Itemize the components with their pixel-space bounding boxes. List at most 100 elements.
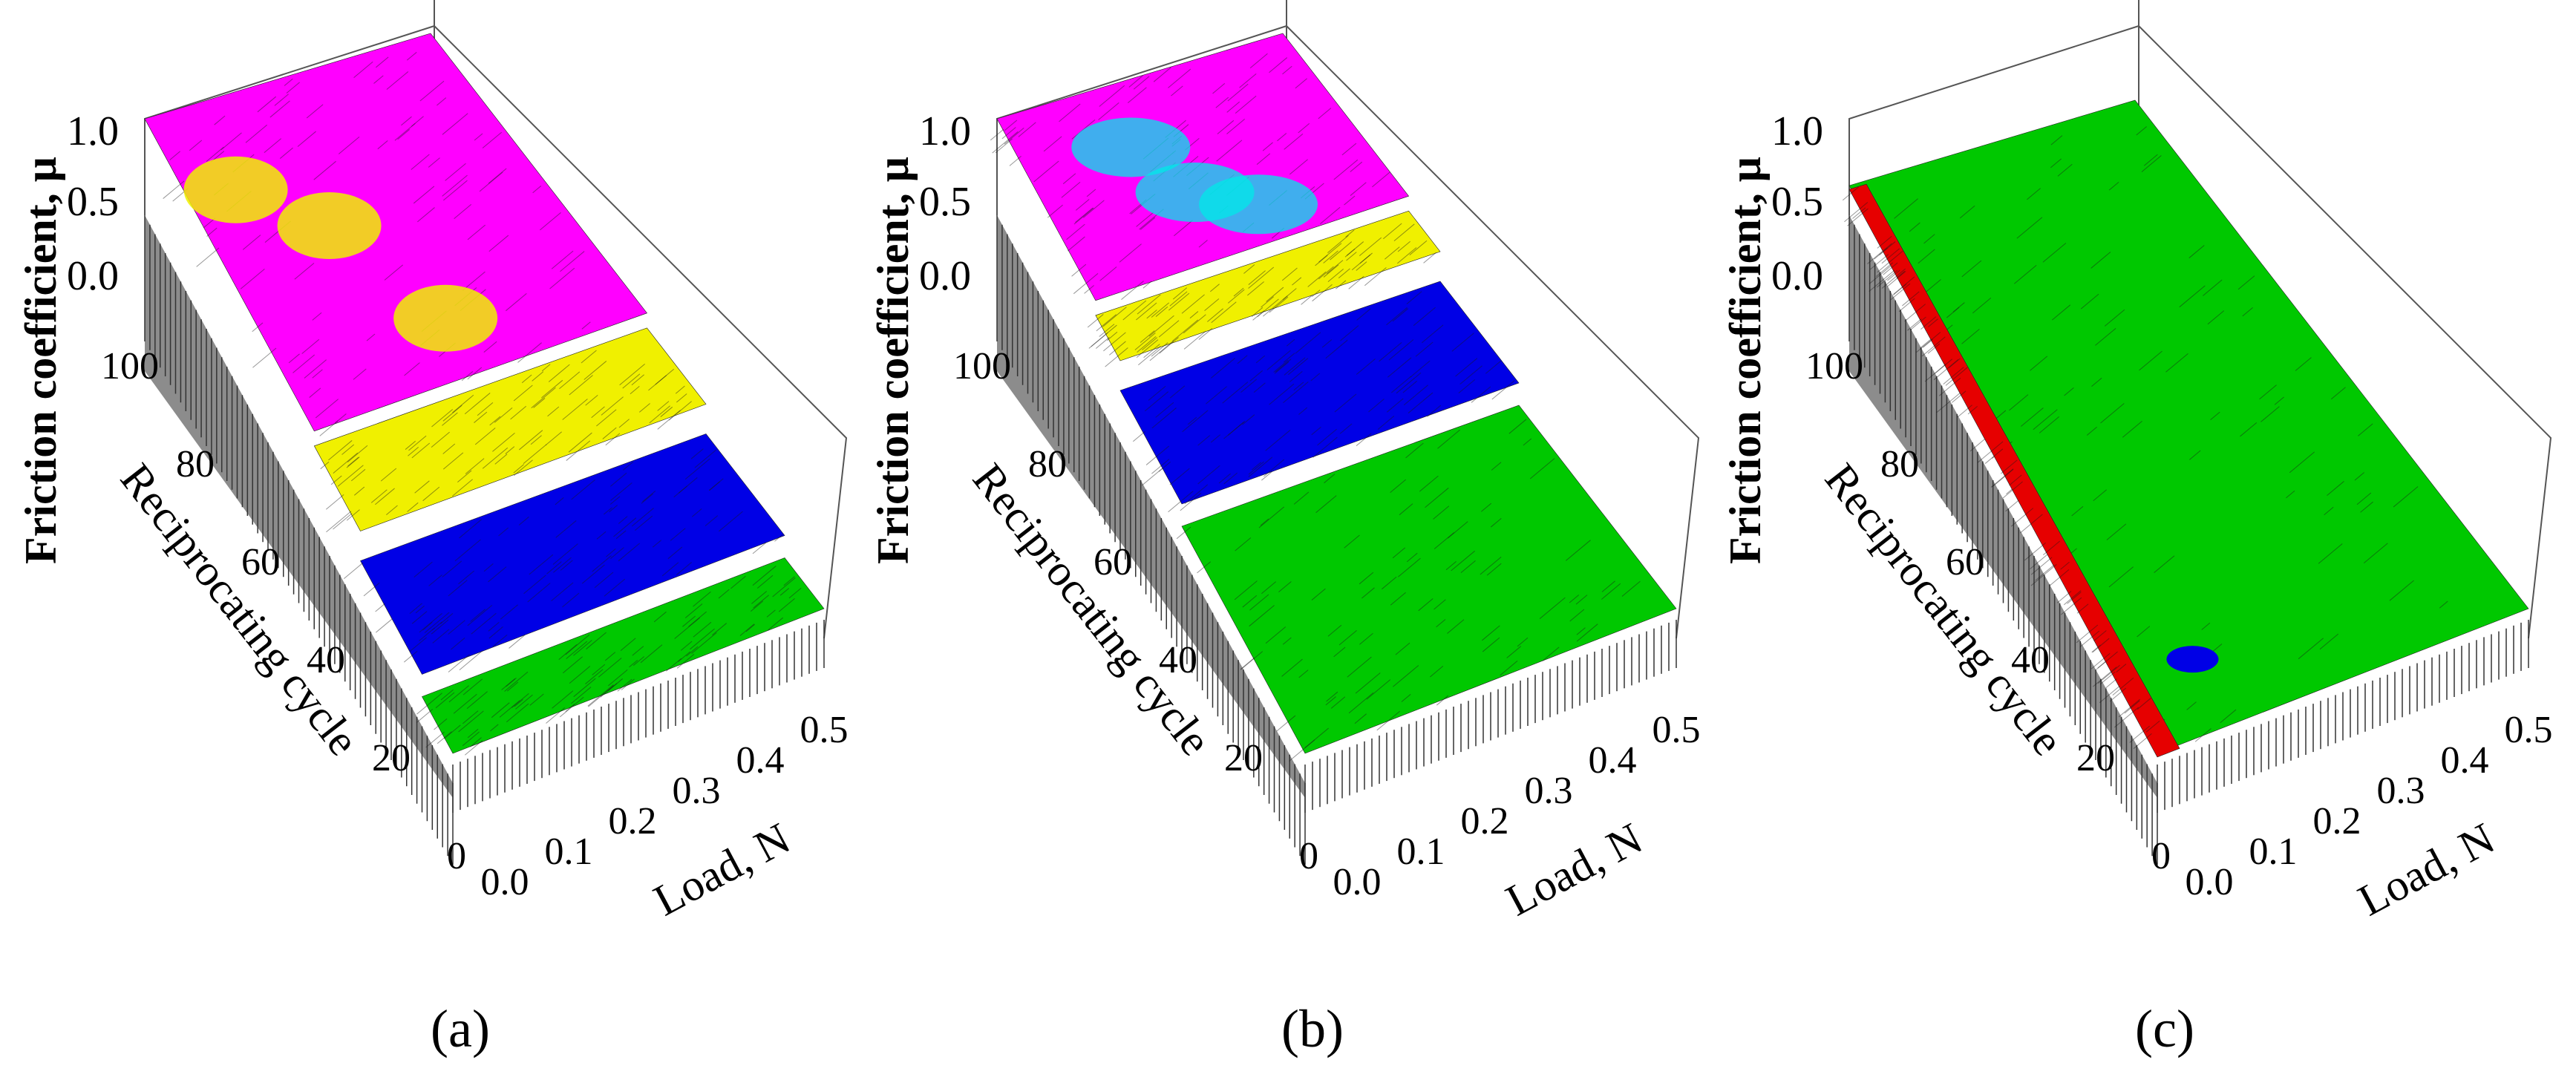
surface-texture [1386,307,1408,326]
surface-texture [1393,223,1415,241]
surface-texture [505,446,515,454]
surface-texture [220,132,242,151]
panel-caption: (c) [2135,999,2194,1058]
surface-texture [451,479,473,497]
surface-texture [2358,423,2373,436]
surface-texture [2210,411,2220,421]
surface-texture [1892,284,1907,296]
surface-texture [1350,161,1363,172]
surface-texture [545,431,562,446]
surface-texture [1183,330,1206,350]
y-tick-label: 40 [2011,639,2050,681]
surface-texture [1388,339,1414,361]
surface-region-low [1181,405,1677,754]
y-tick-label: 20 [2076,737,2115,779]
y-tick-label: 80 [1880,443,1919,485]
surface-texture [1379,341,1402,362]
surface-texture [1434,531,1455,549]
surface-texture [596,531,607,540]
surface-texture [1247,281,1264,296]
surface-texture [2133,733,2152,750]
surface-texture [1883,262,1898,275]
surface-texture [2033,409,2058,431]
surface-patch [183,156,288,223]
surface-texture [2116,664,2127,672]
surface-texture [1326,691,1338,702]
surface-texture [634,515,653,531]
surface-texture [2141,155,2162,172]
surface-texture [403,650,418,663]
surface-texture [1451,333,1474,352]
surface-texture [2289,451,2315,474]
surface-texture [571,687,592,704]
surface-texture [2014,265,2037,284]
surface-region-mid [1095,210,1441,361]
surface-texture [1330,696,1346,709]
surface-texture [1256,153,1271,166]
surface-texture [1870,254,1889,270]
surface-texture [510,405,527,420]
surface-texture [1239,73,1257,88]
surface-texture [1086,189,1096,197]
surface-texture [2137,698,2151,710]
surface-texture [312,369,323,379]
surface-texture [573,640,592,656]
surface-texture [1397,557,1421,577]
surface-texture [1252,462,1261,471]
surface-texture [1207,308,1223,322]
surface-texture [370,489,388,503]
surface-texture [2005,500,2019,512]
surface-texture [1311,588,1326,600]
surface-texture [1240,379,1257,393]
surface-texture [2220,709,2237,724]
surface-texture [1133,76,1150,90]
z-tick-label: 0.5 [1771,179,1823,225]
surface-texture [442,405,462,422]
surface-texture [675,385,685,394]
surface-texture [1174,220,1193,237]
surface-texture [1318,243,1342,263]
surface-texture [751,591,768,604]
surface-texture [1408,392,1434,413]
surface-texture [1240,657,1255,670]
surface-texture [1491,380,1515,400]
surface-texture [1919,338,1932,349]
surface-texture [494,454,508,465]
surface-texture [1879,241,1896,255]
surface-texture [774,534,784,542]
surface-texture [467,605,493,626]
surface-texture [1261,296,1274,308]
surface-texture [1485,360,1502,374]
surface-texture [592,664,606,675]
surface-texture [413,186,435,204]
surface-texture [294,263,315,280]
surface-texture [1969,439,1986,452]
surface-texture [1399,503,1413,516]
surface-texture [1096,314,1117,332]
surface-texture [1091,324,1117,347]
surface-texture [506,703,529,723]
surface-texture [549,267,575,289]
surface-texture [569,375,593,396]
surface-texture [353,486,365,496]
surface-texture [1277,133,1287,142]
surface-texture [1293,382,1304,391]
surface-texture [1288,358,1309,376]
surface-texture [709,478,724,491]
y-ticks: 0 20 40 60 80 100 [953,345,1318,877]
surface-texture [1361,587,1375,599]
x-tick-label: 0.3 [673,770,721,812]
surface-texture [2318,543,2343,564]
y-tick-label: 60 [1946,541,1984,583]
surface-texture [346,509,360,521]
surface-texture [1218,473,1231,484]
surface-texture [1972,298,1992,314]
surface-texture [483,341,497,353]
surface-texture [690,628,715,650]
surface-texture [569,666,591,684]
surface-texture [422,486,440,502]
surface-texture [541,379,563,399]
wall-hatch [996,215,1677,865]
surface-texture [551,250,574,269]
surface-texture [1286,338,1295,347]
